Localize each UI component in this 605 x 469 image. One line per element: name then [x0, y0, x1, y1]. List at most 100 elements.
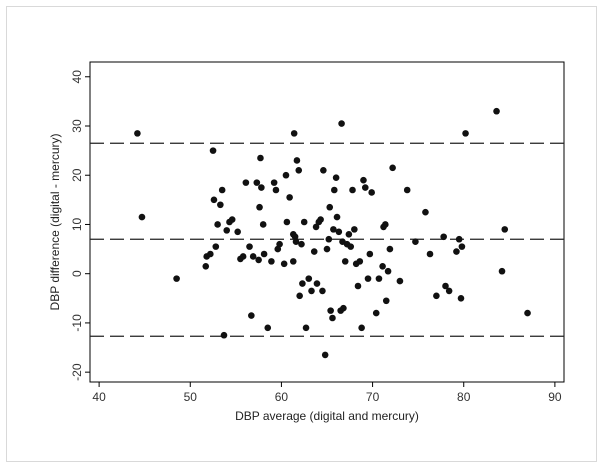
data-point	[329, 314, 336, 322]
data-point	[302, 324, 310, 332]
data-point	[330, 226, 337, 233]
data-point	[259, 221, 267, 228]
data-point	[212, 243, 220, 250]
data-point	[379, 263, 386, 270]
data-point	[300, 218, 308, 226]
data-point	[364, 275, 372, 282]
data-point	[361, 184, 369, 191]
data-point	[338, 120, 345, 127]
data-point	[220, 331, 228, 339]
data-point	[291, 233, 299, 241]
data-point	[368, 189, 375, 196]
data-point	[462, 130, 469, 137]
data-point	[268, 258, 275, 265]
data-point	[289, 258, 297, 265]
y-tick-label: 40	[70, 70, 84, 84]
data-point	[292, 238, 300, 245]
data-point	[426, 250, 434, 258]
data-point	[276, 240, 283, 248]
data-point	[218, 186, 226, 194]
data-point	[412, 238, 419, 245]
data-point	[209, 147, 217, 154]
data-point	[299, 280, 306, 287]
y-tick-label: 0	[70, 270, 84, 277]
data-point	[319, 287, 326, 295]
data-point	[498, 267, 506, 275]
data-point	[283, 218, 291, 226]
data-point	[320, 167, 327, 174]
data-point	[341, 258, 349, 265]
data-point	[286, 194, 293, 201]
data-point	[345, 231, 353, 238]
data-point	[455, 235, 463, 243]
x-axis-ticks: 40 50 60 70 80 90	[92, 382, 562, 404]
data-point	[349, 186, 356, 194]
x-tick-label: 90	[548, 390, 562, 404]
data-points	[134, 107, 531, 359]
data-point	[396, 277, 404, 285]
data-point	[239, 253, 247, 260]
data-point	[422, 208, 429, 216]
data-point	[335, 228, 343, 236]
data-point	[389, 164, 396, 172]
x-tick-label: 50	[184, 390, 198, 404]
data-point	[310, 248, 318, 255]
data-point	[138, 213, 146, 221]
data-point	[173, 275, 180, 282]
y-tick-label: 30	[70, 119, 84, 133]
data-point	[246, 243, 253, 250]
scatter-plot: 40 50 60 70 80 90 -20 -10 0 10 20 30 40 DBP average…	[48, 61, 565, 423]
y-tick-label: 10	[70, 217, 84, 231]
data-point	[347, 243, 355, 250]
data-point	[440, 233, 447, 241]
data-point	[202, 263, 210, 270]
data-point	[228, 216, 236, 223]
data-point	[366, 250, 374, 258]
data-point	[386, 245, 394, 253]
data-point	[501, 226, 509, 233]
data-point	[457, 295, 465, 302]
data-point	[134, 130, 141, 137]
data-point	[270, 179, 278, 186]
data-point	[255, 256, 262, 264]
x-tick-label: 40	[92, 390, 106, 404]
data-point	[458, 243, 466, 250]
data-point	[214, 221, 221, 228]
y-tick-label: -20	[70, 363, 84, 381]
data-point	[372, 309, 380, 317]
data-point	[493, 107, 500, 115]
data-point	[260, 250, 268, 258]
data-point	[445, 287, 453, 295]
data-point	[253, 179, 261, 186]
data-point	[358, 324, 365, 332]
y-axis-title: DBP difference (digital - mercury)	[48, 134, 62, 311]
x-tick-label: 60	[275, 390, 289, 404]
data-point	[298, 240, 305, 248]
data-point	[360, 176, 367, 184]
data-point	[403, 186, 411, 194]
x-axis-title: DBP average (digital and mercury)	[235, 409, 419, 423]
data-point	[433, 292, 440, 300]
data-point	[264, 324, 272, 332]
y-axis-ticks: -20 -10 0 10 20 30 40	[70, 70, 90, 381]
data-point	[323, 245, 331, 253]
data-point	[317, 216, 324, 223]
data-point	[305, 275, 313, 282]
data-point	[242, 179, 250, 186]
data-point	[340, 304, 347, 312]
data-point	[308, 287, 315, 295]
data-point	[524, 309, 531, 317]
data-point	[248, 312, 255, 319]
plot-area	[89, 61, 565, 383]
data-point	[333, 213, 341, 221]
data-point	[207, 250, 214, 258]
data-point	[282, 171, 290, 179]
data-point	[382, 221, 389, 228]
data-point	[354, 282, 362, 290]
data-point	[234, 228, 241, 236]
y-tick-label: 20	[70, 168, 84, 182]
data-point	[325, 235, 333, 243]
data-point	[382, 297, 390, 305]
data-point	[351, 226, 358, 233]
data-point	[272, 186, 280, 194]
